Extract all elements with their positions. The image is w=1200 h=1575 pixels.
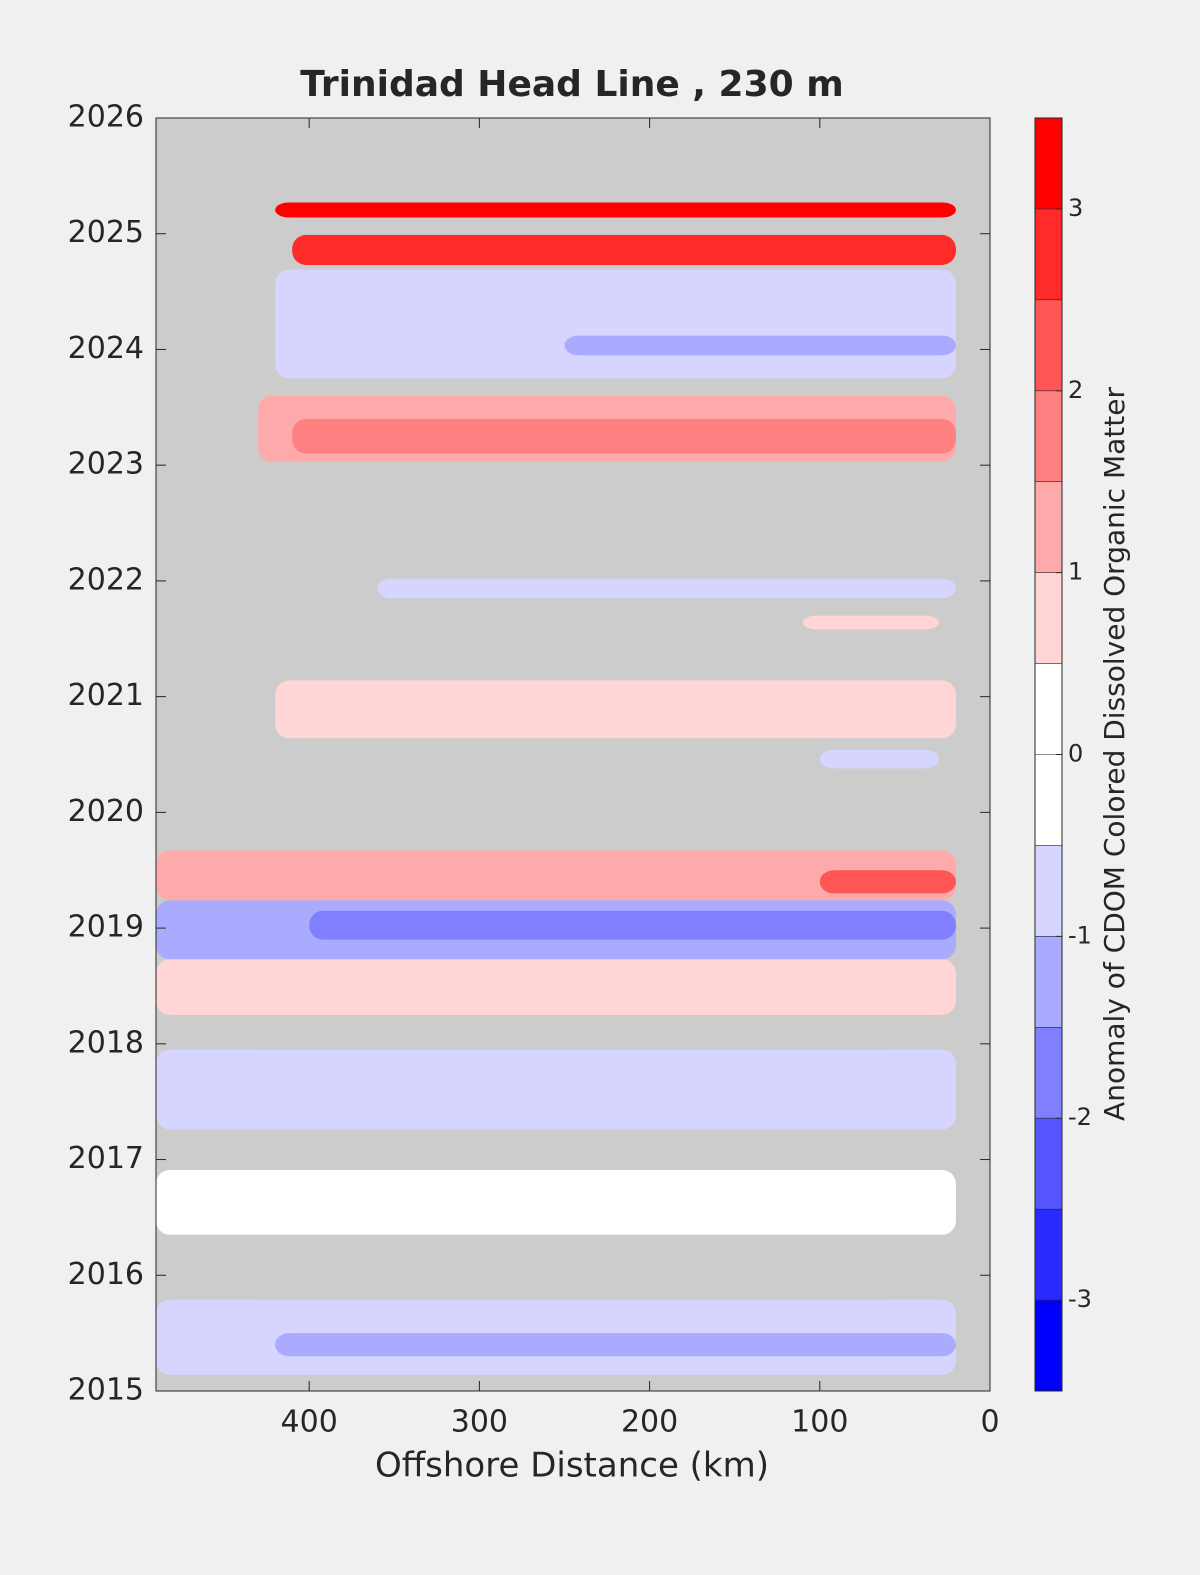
y-tick-label: 2017 bbox=[68, 1141, 144, 1176]
contour-region bbox=[819, 870, 956, 894]
contour-region bbox=[156, 850, 956, 901]
y-tick-label: 2018 bbox=[68, 1025, 144, 1060]
contour-region bbox=[377, 578, 956, 599]
colorbar-tick-label: -2 bbox=[1068, 1103, 1092, 1131]
axes-box bbox=[155, 117, 991, 1392]
chart-title: Trinidad Head Line , 230 m bbox=[300, 64, 843, 105]
colorbar-segment bbox=[1035, 481, 1062, 573]
colorbar-tick-label: -3 bbox=[1068, 1285, 1092, 1313]
contour-region bbox=[564, 335, 956, 356]
colorbar-segment bbox=[1035, 754, 1062, 846]
colorbar-segment bbox=[1035, 572, 1062, 664]
colorbar-segment bbox=[1035, 299, 1062, 391]
contour-region bbox=[479, 280, 956, 292]
colorbar-segment bbox=[1035, 1300, 1062, 1391]
colorbar-segment bbox=[1035, 1118, 1062, 1210]
contour-region bbox=[156, 1049, 956, 1130]
contour-region bbox=[156, 959, 956, 1015]
y-tick-label: 2026 bbox=[68, 100, 144, 135]
contour-layer bbox=[156, 202, 956, 1375]
contour-region bbox=[802, 615, 939, 630]
contour-region bbox=[309, 910, 956, 940]
colorbar-tick-label: 1 bbox=[1068, 558, 1083, 586]
colorbar-segment bbox=[1035, 1027, 1062, 1119]
y-tick-label: 2020 bbox=[68, 794, 144, 829]
colorbar-segment bbox=[1035, 663, 1062, 755]
x-tick-label: 0 bbox=[980, 1405, 999, 1440]
colorbar-segment bbox=[1035, 845, 1062, 937]
contour-region bbox=[275, 680, 956, 739]
x-tick-label: 400 bbox=[281, 1405, 338, 1440]
contour-region bbox=[292, 234, 956, 265]
x-axis-label: Offshore Distance (km) bbox=[375, 1446, 769, 1486]
colorbar-tick-label: 3 bbox=[1068, 194, 1083, 222]
colorbar-segment bbox=[1035, 208, 1062, 300]
contour-region bbox=[275, 202, 956, 218]
y-tick-label: 2023 bbox=[68, 447, 144, 482]
x-tick-label: 100 bbox=[791, 1405, 848, 1440]
colorbar-tick-label: 0 bbox=[1068, 740, 1083, 768]
x-tick-label: 200 bbox=[621, 1405, 678, 1440]
colorbar-tick-label: 2 bbox=[1068, 376, 1083, 404]
contour-region bbox=[819, 749, 939, 769]
y-tick-label: 2021 bbox=[68, 678, 144, 713]
y-tick-label: 2015 bbox=[68, 1373, 144, 1408]
colorbar-segment bbox=[1035, 390, 1062, 482]
colorbar-tick-label: -1 bbox=[1068, 921, 1092, 949]
y-tick-label: 2022 bbox=[68, 562, 144, 597]
colorbar-segment bbox=[1035, 118, 1062, 209]
x-tick-label: 300 bbox=[451, 1405, 508, 1440]
contour-region bbox=[292, 418, 956, 454]
y-tick-label: 2025 bbox=[68, 215, 144, 250]
colorbar-segment bbox=[1035, 1209, 1062, 1301]
y-tick-label: 2016 bbox=[68, 1257, 144, 1292]
colorbar-segment bbox=[1035, 936, 1062, 1028]
contour-region bbox=[275, 1333, 956, 1357]
colorbar-label: Anomaly of CDOM Colored Dissolved Organi… bbox=[1098, 387, 1131, 1121]
contour-region bbox=[156, 1169, 956, 1235]
y-tick-label: 2019 bbox=[68, 910, 144, 945]
y-tick-label: 2024 bbox=[68, 331, 144, 366]
